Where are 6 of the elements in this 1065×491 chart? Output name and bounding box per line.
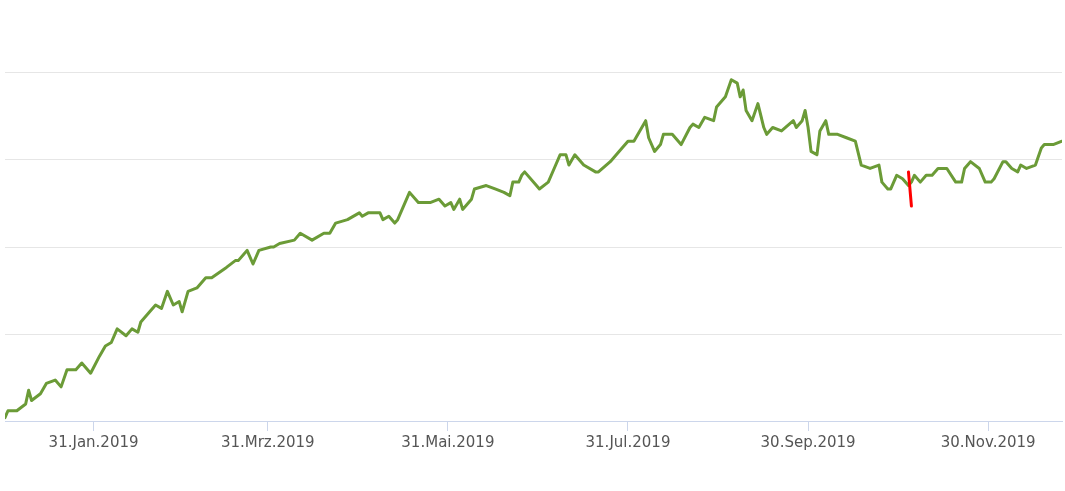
x-tick-label: 31.Jul.2019 [585,432,671,451]
x-tick-label: 31.Jan.2019 [48,432,139,451]
x-tick-label: 31.Mai.2019 [401,432,495,451]
x-tick-label: 30.Nov.2019 [940,432,1036,451]
x-tick-label: 31.Mrz.2019 [220,432,315,451]
x-tick-label: 30.Sep.2019 [760,432,856,451]
